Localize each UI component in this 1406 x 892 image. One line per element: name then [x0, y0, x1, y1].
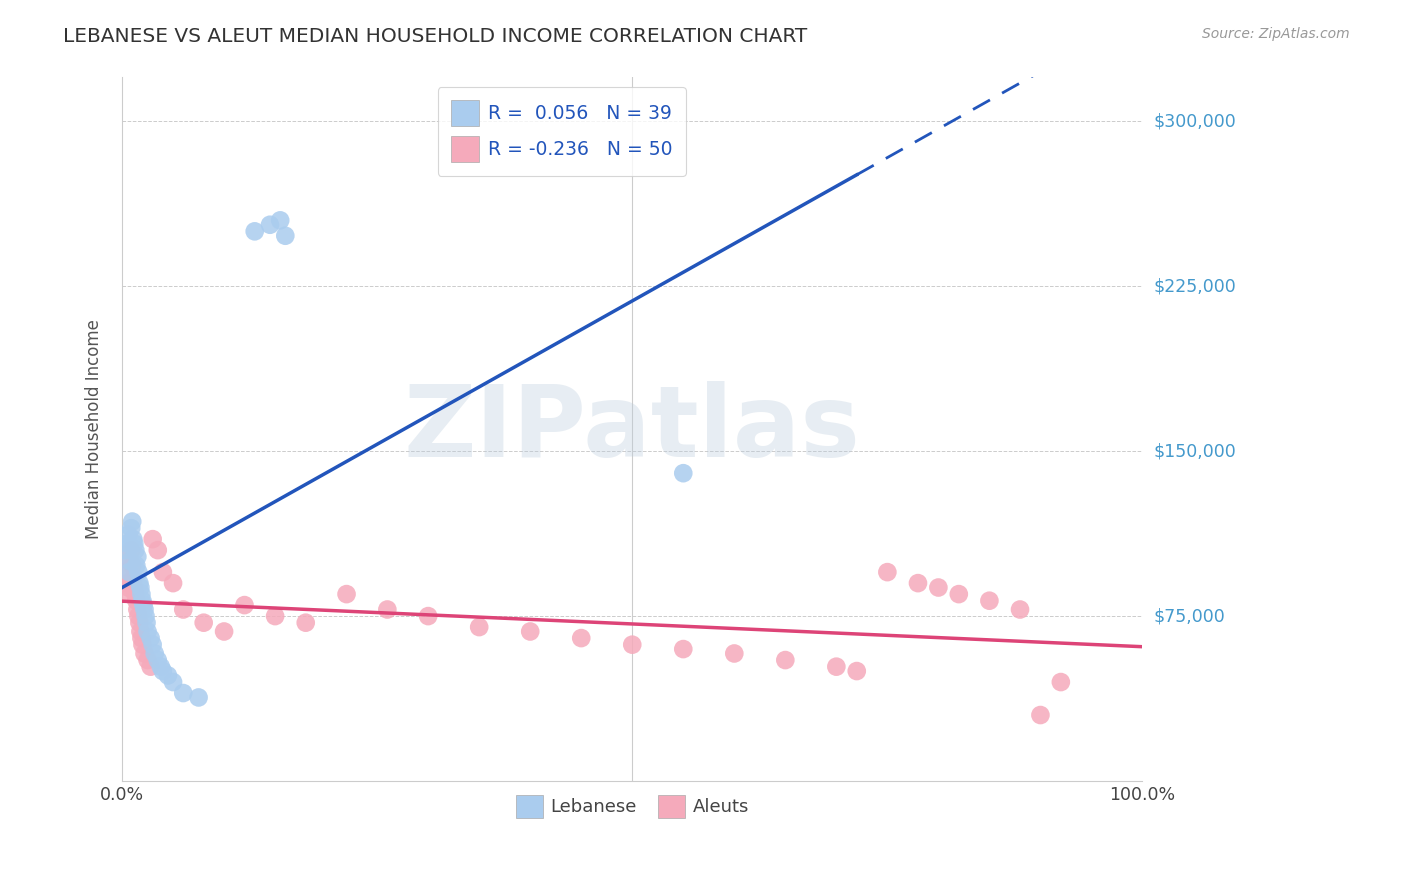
Point: [135, 615, 157, 630]
Point: [129, 581, 152, 595]
Point: [115, 536, 138, 550]
Point: [115, 576, 138, 591]
Point: [243, 224, 266, 238]
Point: [212, 624, 235, 639]
Point: [139, 631, 162, 645]
Text: ZIPatlas: ZIPatlas: [404, 381, 860, 478]
Point: [979, 593, 1001, 607]
Point: [146, 653, 169, 667]
Point: [775, 653, 797, 667]
Point: [233, 598, 256, 612]
Point: [723, 647, 745, 661]
Point: [142, 532, 165, 546]
Point: [1029, 708, 1052, 723]
Point: [124, 536, 146, 550]
Point: [136, 624, 159, 639]
Point: [269, 213, 291, 227]
Point: [377, 602, 399, 616]
Text: LEBANESE VS ALEUT MEDIAN HOUSEHOLD INCOME CORRELATION CHART: LEBANESE VS ALEUT MEDIAN HOUSEHOLD INCOM…: [63, 27, 807, 45]
Point: [128, 615, 150, 630]
Point: [114, 543, 136, 558]
Point: [131, 631, 153, 645]
Point: [129, 624, 152, 639]
Point: [259, 218, 281, 232]
Point: [845, 664, 868, 678]
Point: [152, 565, 174, 579]
Y-axis label: Median Household Income: Median Household Income: [86, 319, 103, 539]
Point: [127, 602, 149, 616]
Point: [621, 638, 644, 652]
Point: [134, 647, 156, 661]
Point: [125, 593, 148, 607]
Point: [122, 572, 145, 586]
Point: [162, 675, 184, 690]
Point: [672, 466, 695, 480]
Point: [162, 576, 184, 591]
Text: $150,000: $150,000: [1153, 442, 1236, 460]
Point: [172, 602, 194, 616]
Point: [131, 587, 153, 601]
Point: [121, 515, 143, 529]
Point: [127, 565, 149, 579]
Point: [120, 554, 142, 568]
Point: [124, 543, 146, 558]
Point: [118, 587, 141, 601]
Point: [120, 554, 142, 568]
Point: [122, 532, 145, 546]
Point: [876, 565, 898, 579]
Point: [1050, 675, 1073, 690]
Point: [132, 598, 155, 612]
Point: [672, 642, 695, 657]
Point: [948, 587, 970, 601]
Point: [139, 659, 162, 673]
Point: [264, 609, 287, 624]
Point: [120, 521, 142, 535]
Point: [146, 543, 169, 558]
Point: [519, 624, 541, 639]
Point: [134, 602, 156, 616]
Point: [136, 653, 159, 667]
Point: [127, 549, 149, 564]
Point: [156, 668, 179, 682]
Point: [120, 543, 142, 558]
Legend: Lebanese, Aleuts: Lebanese, Aleuts: [509, 789, 756, 825]
Text: $75,000: $75,000: [1153, 607, 1226, 625]
Point: [143, 647, 166, 661]
Point: [128, 576, 150, 591]
Point: [125, 558, 148, 573]
Point: [118, 565, 141, 579]
Point: [193, 615, 215, 630]
Text: Source: ZipAtlas.com: Source: ZipAtlas.com: [1202, 27, 1350, 41]
Point: [187, 690, 209, 705]
Point: [124, 587, 146, 601]
Point: [117, 527, 139, 541]
Point: [127, 609, 149, 624]
Point: [294, 615, 316, 630]
Point: [274, 228, 297, 243]
Text: $225,000: $225,000: [1153, 277, 1236, 295]
Point: [131, 593, 153, 607]
Point: [468, 620, 491, 634]
Point: [172, 686, 194, 700]
Point: [1008, 602, 1031, 616]
Point: [117, 581, 139, 595]
Point: [335, 587, 357, 601]
Point: [152, 664, 174, 678]
Point: [131, 638, 153, 652]
Text: $300,000: $300,000: [1153, 112, 1236, 130]
Point: [927, 581, 949, 595]
Point: [825, 659, 848, 673]
Point: [121, 558, 143, 573]
Point: [114, 565, 136, 579]
Point: [569, 631, 592, 645]
Point: [124, 581, 146, 595]
Point: [142, 638, 165, 652]
Point: [134, 609, 156, 624]
Point: [907, 576, 929, 591]
Point: [149, 659, 172, 673]
Point: [418, 609, 440, 624]
